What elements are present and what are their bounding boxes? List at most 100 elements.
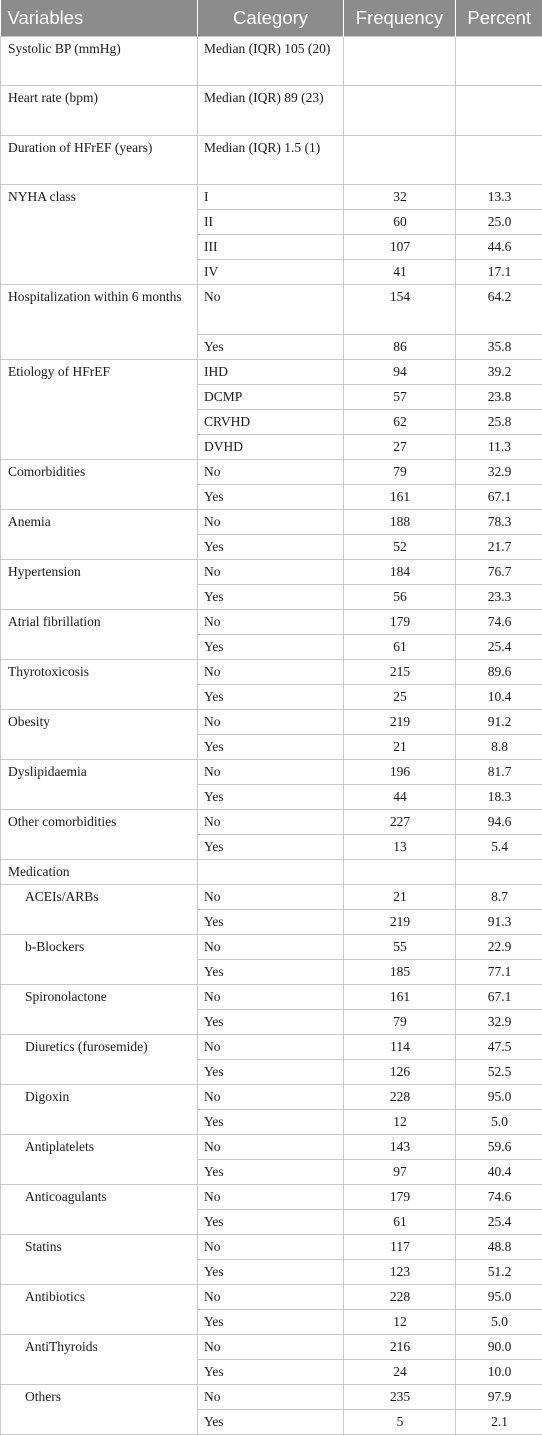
- category-cell: No: [198, 1384, 344, 1409]
- percent-cell: 25.0: [456, 210, 542, 235]
- percent-cell: 35.8: [456, 334, 542, 359]
- percent-cell: 76.7: [456, 559, 542, 584]
- category-cell: DVHD: [198, 434, 344, 459]
- category-cell: No: [198, 1134, 344, 1159]
- variable-cell: Antibiotics: [1, 1284, 198, 1334]
- category-cell: Yes: [198, 909, 344, 934]
- percent-cell: 10.4: [456, 684, 542, 709]
- category-cell: Yes: [198, 1409, 344, 1434]
- frequency-cell: 97: [344, 1159, 456, 1184]
- variable-cell: Atrial fibrillation: [1, 609, 198, 659]
- percent-cell: 94.6: [456, 809, 542, 834]
- category-cell: No: [198, 1284, 344, 1309]
- percent-cell: 25.4: [456, 1209, 542, 1234]
- frequency-cell: 60: [344, 210, 456, 235]
- percent-cell: 5.4: [456, 834, 542, 859]
- frequency-cell: 86: [344, 334, 456, 359]
- frequency-cell: 215: [344, 659, 456, 684]
- percent-cell: 51.2: [456, 1259, 542, 1284]
- frequency-cell: [344, 86, 456, 136]
- category-cell: Yes: [198, 1059, 344, 1084]
- percent-cell: 5.0: [456, 1109, 542, 1134]
- category-cell: Yes: [198, 684, 344, 709]
- category-cell: Yes: [198, 1009, 344, 1034]
- category-cell: [198, 859, 344, 884]
- percent-cell: 39.2: [456, 359, 542, 384]
- percent-cell: 8.7: [456, 884, 542, 909]
- table-row: Duration of HFrEF (years)Median (IQR) 1.…: [1, 135, 542, 185]
- percent-cell: 23.8: [456, 384, 542, 409]
- percent-cell: [456, 36, 542, 86]
- category-cell: CRVHD: [198, 409, 344, 434]
- percent-cell: 48.8: [456, 1234, 542, 1259]
- percent-cell: 90.0: [456, 1334, 542, 1359]
- variable-cell: Etiology of HFrEF: [1, 359, 198, 459]
- header-category: Category: [198, 0, 344, 36]
- frequency-cell: 219: [344, 909, 456, 934]
- category-cell: No: [198, 1084, 344, 1109]
- category-cell: No: [198, 285, 344, 335]
- percent-cell: 11.3: [456, 434, 542, 459]
- frequency-cell: 79: [344, 1009, 456, 1034]
- category-cell: No: [198, 659, 344, 684]
- percent-cell: 18.3: [456, 784, 542, 809]
- frequency-cell: 196: [344, 759, 456, 784]
- frequency-cell: 143: [344, 1134, 456, 1159]
- category-cell: IHD: [198, 359, 344, 384]
- frequency-cell: 179: [344, 609, 456, 634]
- percent-cell: 91.2: [456, 709, 542, 734]
- variable-cell: Dyslipidaemia: [1, 759, 198, 809]
- frequency-cell: 61: [344, 1209, 456, 1234]
- frequency-cell: 25: [344, 684, 456, 709]
- frequency-cell: 61: [344, 634, 456, 659]
- percent-cell: 21.7: [456, 534, 542, 559]
- category-cell: Median (IQR) 89 (23): [198, 86, 344, 136]
- category-cell: I: [198, 185, 344, 210]
- frequency-cell: 94: [344, 359, 456, 384]
- frequency-cell: 27: [344, 434, 456, 459]
- frequency-cell: [344, 135, 456, 185]
- percent-cell: 44.6: [456, 235, 542, 260]
- category-cell: No: [198, 884, 344, 909]
- category-cell: Yes: [198, 834, 344, 859]
- frequency-cell: 161: [344, 984, 456, 1009]
- category-cell: No: [198, 1234, 344, 1259]
- category-cell: No: [198, 559, 344, 584]
- frequency-cell: 107: [344, 235, 456, 260]
- percent-cell: 5.0: [456, 1309, 542, 1334]
- frequency-cell: 161: [344, 484, 456, 509]
- percent-cell: 2.1: [456, 1409, 542, 1434]
- variable-cell: AntiThyroids: [1, 1334, 198, 1384]
- frequency-cell: 216: [344, 1334, 456, 1359]
- category-cell: Yes: [198, 634, 344, 659]
- variable-cell: b-Blockers: [1, 934, 198, 984]
- category-cell: No: [198, 1034, 344, 1059]
- percent-cell: 78.3: [456, 509, 542, 534]
- percent-cell: 95.0: [456, 1084, 542, 1109]
- table-body: Systolic BP (mmHg)Median (IQR) 105 (20) H…: [1, 36, 542, 1434]
- percent-cell: 89.6: [456, 659, 542, 684]
- percent-cell: 52.5: [456, 1059, 542, 1084]
- frequency-cell: 21: [344, 734, 456, 759]
- frequency-cell: [344, 36, 456, 86]
- variable-cell: Statins: [1, 1234, 198, 1284]
- variable-cell: NYHA class: [1, 185, 198, 285]
- category-cell: Yes: [198, 1259, 344, 1284]
- percent-cell: 77.1: [456, 959, 542, 984]
- category-cell: No: [198, 934, 344, 959]
- frequency-cell: 79: [344, 459, 456, 484]
- category-cell: Yes: [198, 959, 344, 984]
- frequency-cell: 185: [344, 959, 456, 984]
- table-row: Systolic BP (mmHg)Median (IQR) 105 (20): [1, 36, 542, 86]
